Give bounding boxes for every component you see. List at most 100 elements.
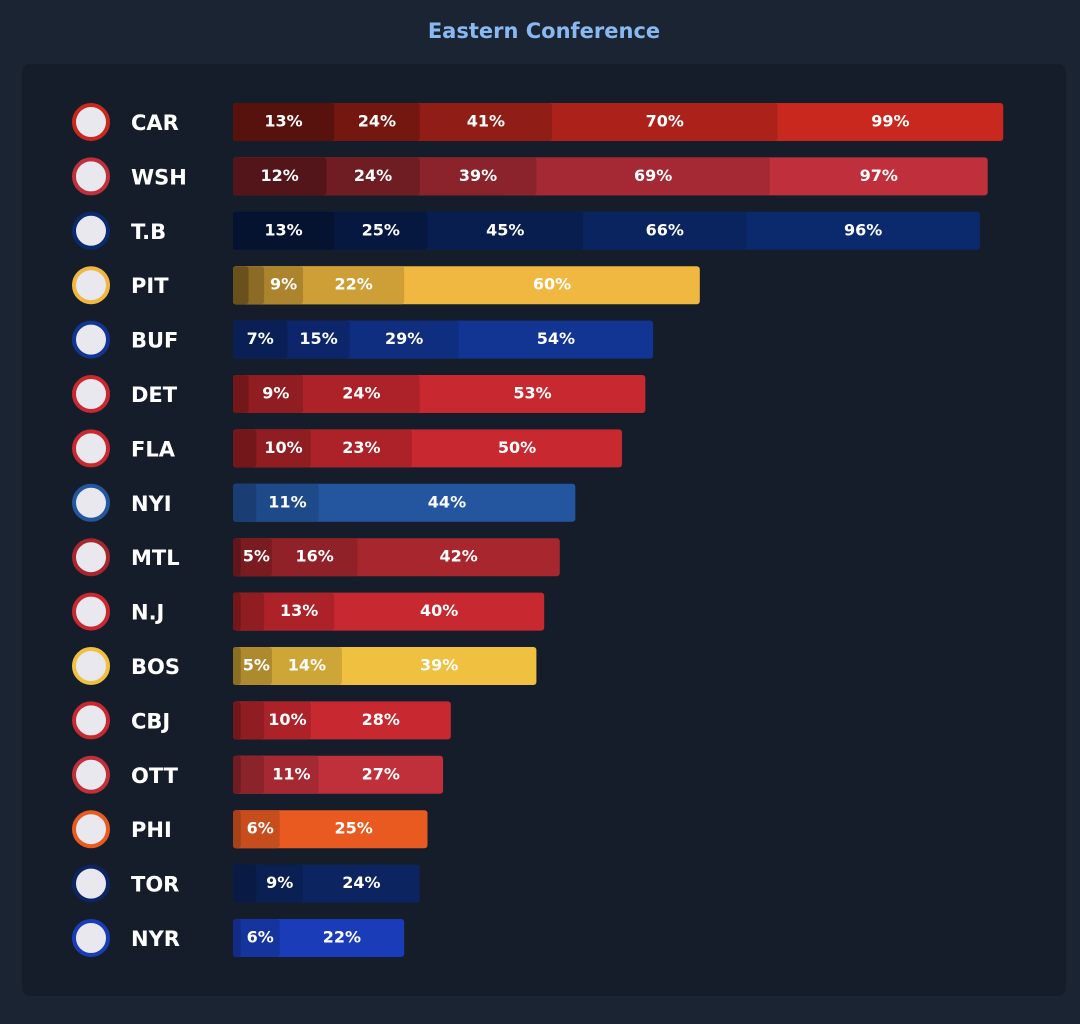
team-logo xyxy=(72,755,110,794)
bar-segment xyxy=(233,375,249,413)
team-logo xyxy=(72,211,110,250)
team-label: BOS xyxy=(131,655,180,679)
team-label: MTL xyxy=(131,546,180,570)
value-label: 25% xyxy=(362,220,400,239)
value-label: 24% xyxy=(342,873,380,892)
team-label: TOR xyxy=(131,873,179,897)
team-logo xyxy=(72,266,110,305)
value-label: 23% xyxy=(342,438,380,457)
bar-segment xyxy=(233,647,241,685)
bar-segment xyxy=(233,320,288,359)
team-logo xyxy=(72,103,110,141)
bar-segment xyxy=(233,266,249,305)
bar-segment xyxy=(233,103,335,141)
value-label: 24% xyxy=(342,384,380,403)
value-label: 5% xyxy=(243,547,270,566)
bar-segment xyxy=(233,483,257,522)
value-label: 13% xyxy=(264,220,302,239)
value-label: 28% xyxy=(362,710,400,729)
team-logo xyxy=(72,701,110,740)
value-label: 16% xyxy=(296,547,334,566)
team-logo xyxy=(72,919,110,957)
value-label: 96% xyxy=(844,220,882,239)
value-label: 22% xyxy=(323,928,361,947)
team-label: CAR xyxy=(131,111,179,135)
value-label: 42% xyxy=(439,547,477,566)
value-label: 10% xyxy=(264,438,302,457)
value-label: 39% xyxy=(420,656,458,675)
bar-segment xyxy=(233,919,280,957)
bar-segment xyxy=(233,157,327,196)
team-label: PHI xyxy=(131,818,172,842)
team-logo xyxy=(72,538,110,577)
value-label: 69% xyxy=(634,166,672,185)
bar-segment xyxy=(233,864,257,903)
team-label: PIT xyxy=(131,274,169,298)
value-label: 41% xyxy=(467,112,505,131)
value-label: 12% xyxy=(261,166,299,185)
value-label: 10% xyxy=(268,710,306,729)
value-label: 39% xyxy=(459,166,497,185)
value-label: 11% xyxy=(268,492,306,511)
bar-segment xyxy=(233,701,241,740)
team-label: N.J xyxy=(131,601,164,625)
team-label: NYR xyxy=(131,927,180,951)
team-logo xyxy=(72,320,110,359)
value-label: 11% xyxy=(272,764,310,783)
value-label: 25% xyxy=(334,819,372,838)
value-label: 6% xyxy=(247,819,274,838)
value-label: 13% xyxy=(280,601,318,620)
value-label: 99% xyxy=(871,112,909,131)
bar-segment xyxy=(233,592,241,631)
value-label: 24% xyxy=(354,166,392,185)
value-label: 6% xyxy=(247,928,274,947)
value-label: 53% xyxy=(513,384,551,403)
team-label: BUF xyxy=(131,329,178,353)
value-label: 14% xyxy=(288,656,326,675)
value-label: 15% xyxy=(299,329,337,348)
value-label: 66% xyxy=(646,220,684,239)
value-label: 5% xyxy=(243,656,270,675)
value-label: 13% xyxy=(264,112,302,131)
chart-title: Eastern Conference xyxy=(428,19,660,43)
team-logo xyxy=(72,647,110,685)
bar-segment xyxy=(233,810,280,849)
value-label: 44% xyxy=(428,492,466,511)
team-label: WSH xyxy=(131,165,187,189)
bar-segment xyxy=(233,810,241,849)
team-label: DET xyxy=(131,383,178,407)
bar-segment xyxy=(233,538,272,577)
value-label: 9% xyxy=(270,275,297,294)
bar-segment xyxy=(233,755,241,794)
team-label: FLA xyxy=(131,437,176,461)
team-logo xyxy=(72,483,110,522)
bar-segment xyxy=(233,919,241,957)
team-label: T.B xyxy=(131,220,166,244)
value-label: 29% xyxy=(385,329,423,348)
team-logo xyxy=(72,810,110,849)
value-label: 54% xyxy=(537,329,575,348)
value-label: 7% xyxy=(247,329,274,348)
bar-segment xyxy=(233,647,272,685)
value-label: 27% xyxy=(362,764,400,783)
value-label: 45% xyxy=(486,220,524,239)
team-logo xyxy=(72,429,110,468)
value-label: 70% xyxy=(646,112,684,131)
panel xyxy=(22,64,1066,996)
value-label: 22% xyxy=(334,275,372,294)
value-label: 50% xyxy=(498,438,536,457)
value-label: 97% xyxy=(860,166,898,185)
bar-segment xyxy=(233,429,257,468)
team-label: CBJ xyxy=(131,709,170,733)
team-label: OTT xyxy=(131,764,179,788)
bar-segment xyxy=(233,375,304,413)
team-logo xyxy=(72,157,110,196)
team-logo xyxy=(72,375,110,413)
team-label: NYI xyxy=(131,492,172,516)
bar-segment xyxy=(233,211,335,250)
bar-segment xyxy=(233,538,241,577)
value-label: 24% xyxy=(358,112,396,131)
value-label: 9% xyxy=(266,873,293,892)
